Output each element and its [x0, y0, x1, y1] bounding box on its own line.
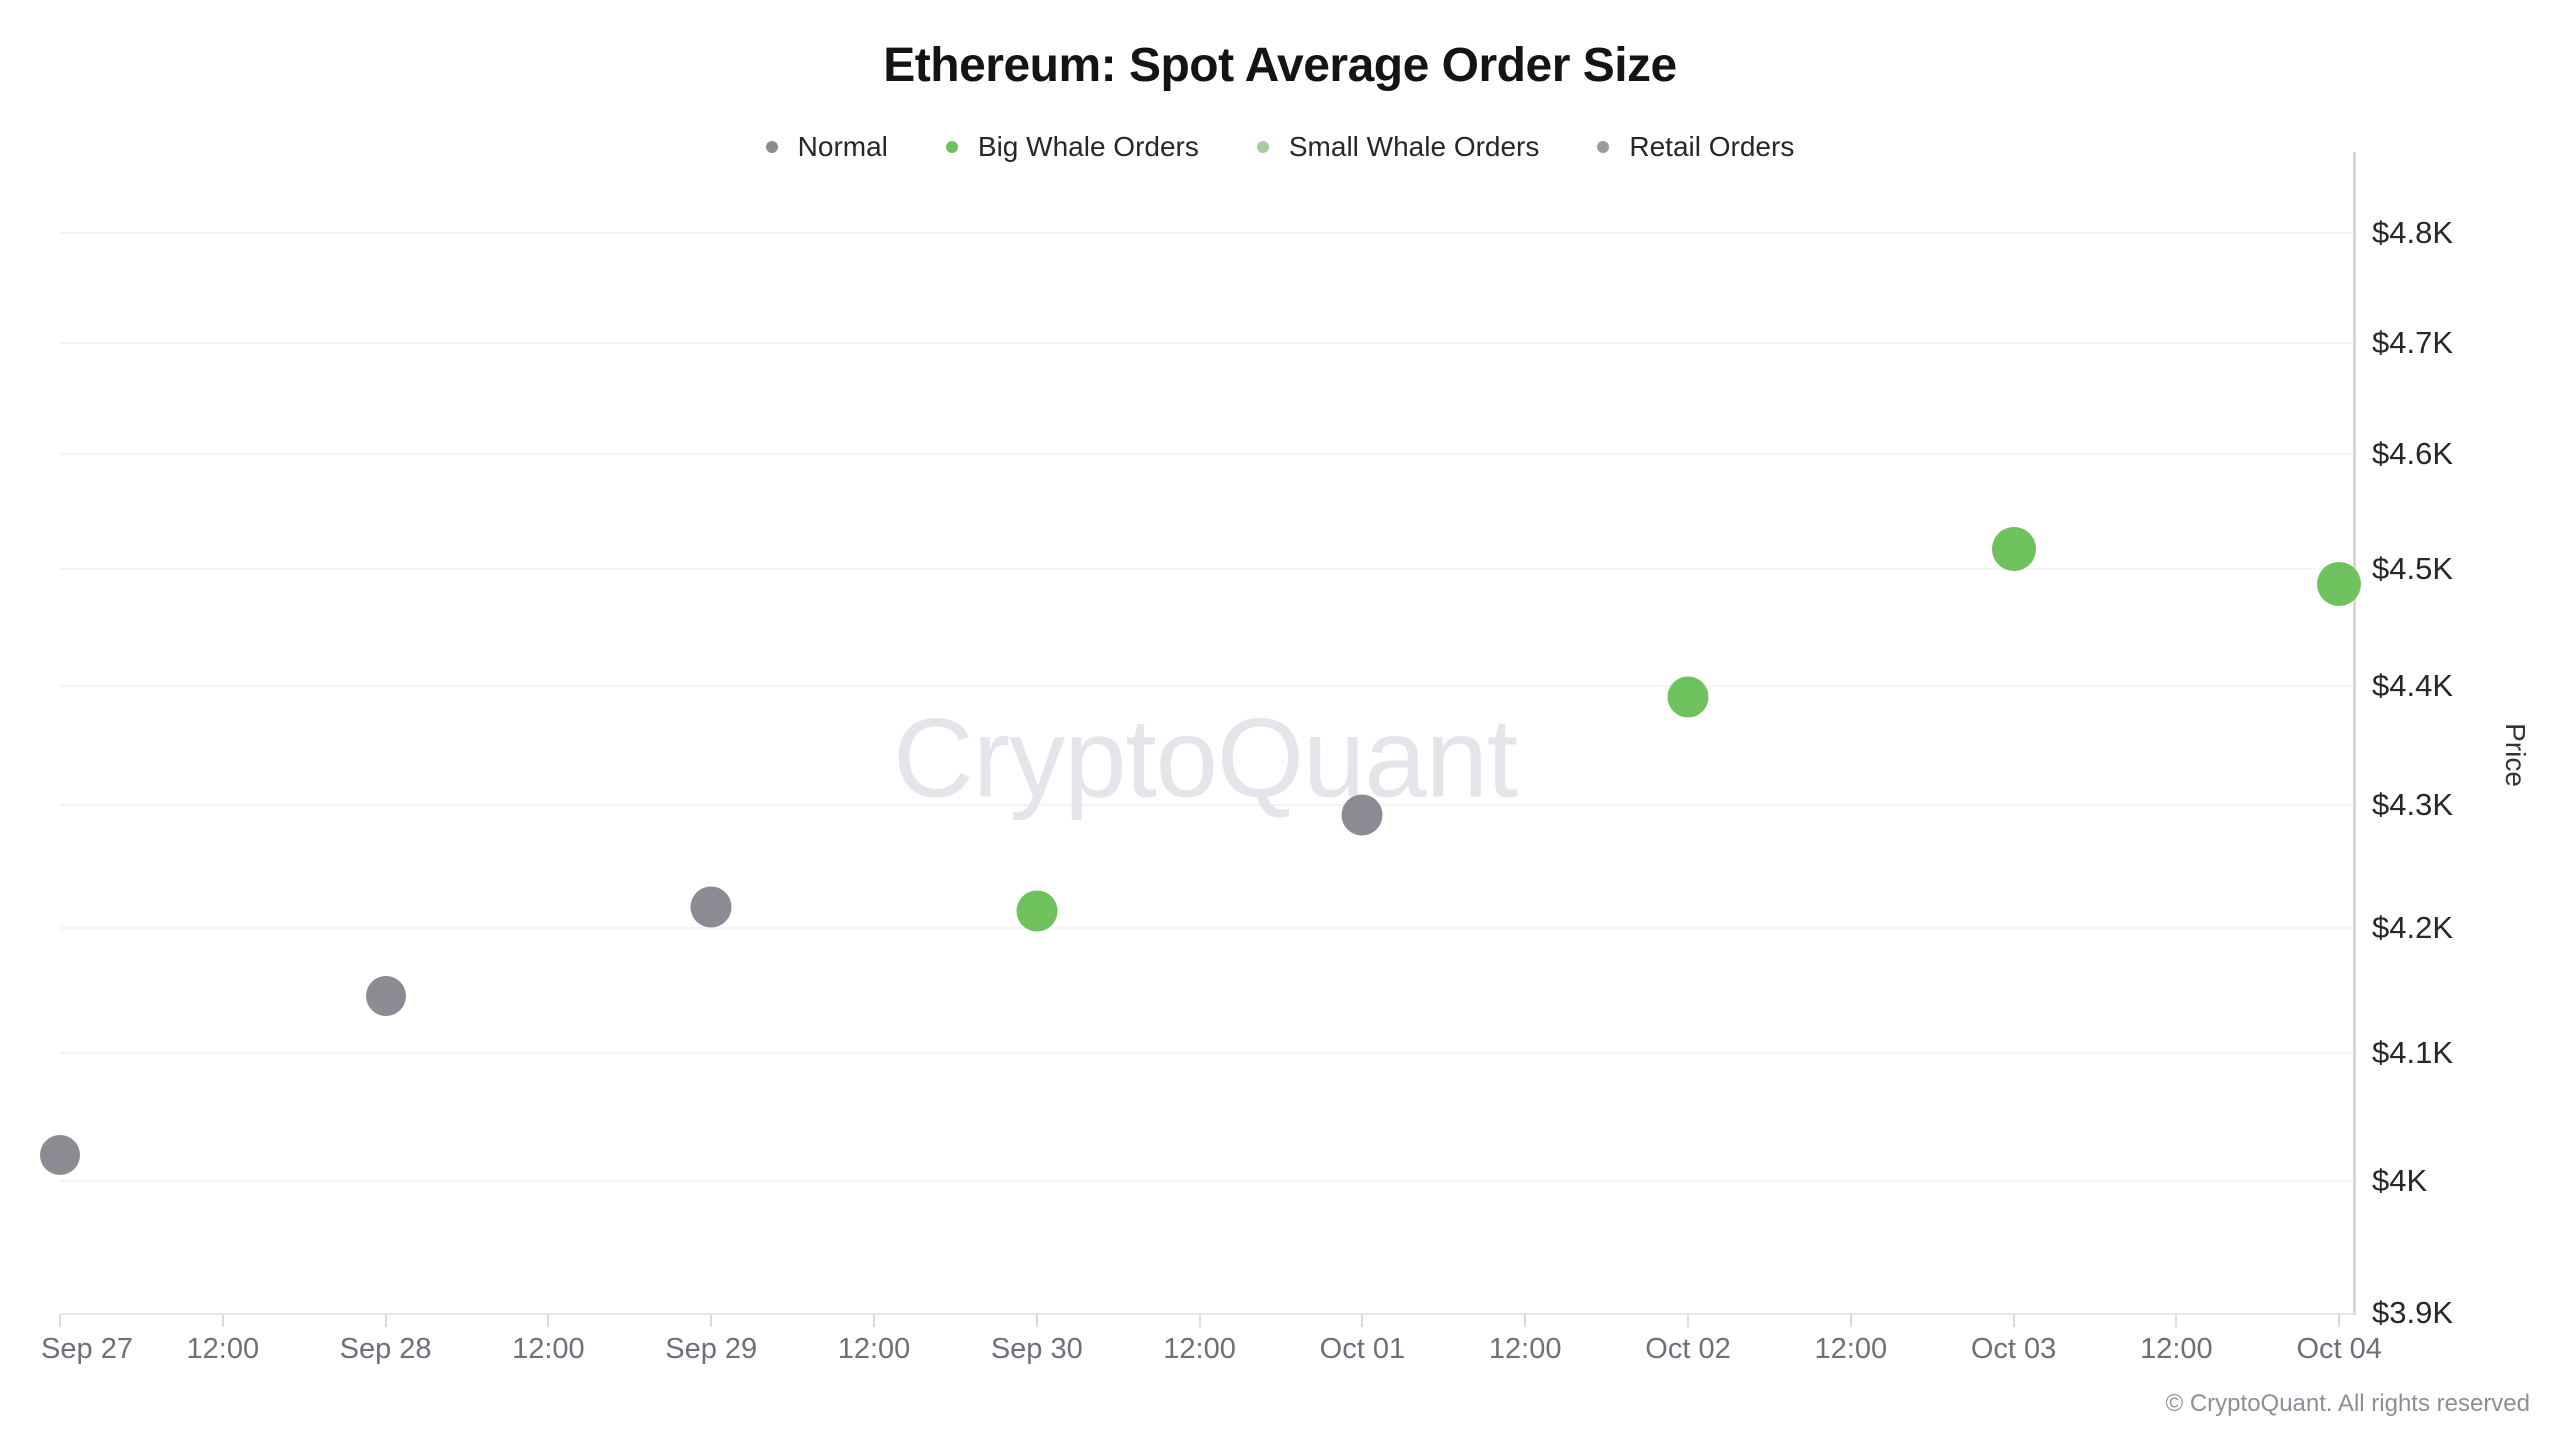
- h-gridline: [60, 926, 2353, 929]
- y-tick-label: $4.3K: [2372, 787, 2454, 823]
- x-tick: [1849, 1315, 1852, 1327]
- y-tick-label: $3.9K: [2372, 1295, 2454, 1330]
- legend-item-retail-orders[interactable]: Retail Orders: [1597, 131, 1794, 163]
- legend-item-label: Retail Orders: [1629, 131, 1795, 162]
- chart-title: Ethereum: Spot Average Order Size: [883, 39, 1677, 92]
- x-tick-label: 12:00: [837, 1333, 911, 1365]
- legend-marker-icon: [1597, 141, 1610, 153]
- x-tick-label: 12:00: [1814, 1333, 1888, 1365]
- data-point-normal-oct-01[interactable]: [1341, 794, 1383, 836]
- x-tick-label: Sep 29: [665, 1333, 758, 1365]
- x-tick: [2175, 1315, 2178, 1327]
- legend-marker-icon: [765, 141, 778, 153]
- legend-marker-icon: [945, 141, 958, 153]
- legend-marker-icon: [1256, 141, 1269, 153]
- x-tick-label: Oct 01: [1319, 1333, 1406, 1365]
- legend-item-big-whale-orders[interactable]: Big Whale Orders: [945, 131, 1199, 163]
- data-point-big-whale-orders-sep-30[interactable]: [1016, 890, 1058, 932]
- x-tick-label: 12:00: [1163, 1333, 1236, 1365]
- x-axis-line: [60, 1313, 2356, 1315]
- y-tick-label: $4.2K: [2372, 909, 2454, 945]
- data-point-big-whale-orders-oct-04[interactable]: [2317, 561, 2362, 606]
- legend-item-normal[interactable]: Normal: [765, 131, 888, 163]
- h-gridline: [60, 453, 2353, 456]
- y-tick-label: $4.6K: [2372, 436, 2454, 472]
- y-tick-label: $4.1K: [2372, 1034, 2454, 1070]
- x-tick: [547, 1315, 550, 1327]
- x-tick-label: Oct 02: [1645, 1333, 1731, 1365]
- data-point-normal-sep-29[interactable]: [690, 886, 732, 928]
- y-tick-label: $4.8K: [2372, 215, 2454, 250]
- h-gridline: [60, 341, 2353, 344]
- legend-item-label: Big Whale Orders: [977, 131, 1199, 162]
- x-tick-label: 12:00: [186, 1333, 260, 1365]
- h-gridline: [60, 684, 2353, 687]
- y-axis-title: Price: [2500, 723, 2531, 787]
- h-gridline: [60, 567, 2353, 570]
- h-gridline: [60, 232, 2353, 234]
- legend-item-small-whale-orders[interactable]: Small Whale Orders: [1256, 131, 1540, 163]
- cryptoquant-watermark: CryptoQuant: [893, 695, 1518, 821]
- x-tick-label: Sep 27: [41, 1333, 133, 1365]
- x-tick: [1035, 1315, 1038, 1327]
- y-tick-label: $4.7K: [2372, 324, 2454, 360]
- x-tick-label: 12:00: [1488, 1333, 1562, 1365]
- y-tick-label: $4.5K: [2372, 550, 2454, 586]
- x-tick-label: 12:00: [2140, 1333, 2213, 1365]
- data-point-normal-sep-27[interactable]: [40, 1135, 80, 1176]
- data-point-normal-sep-28[interactable]: [365, 976, 406, 1017]
- x-tick-label: Oct 04: [2296, 1333, 2382, 1365]
- x-tick: [2338, 1315, 2341, 1327]
- legend-item-label: Small Whale Orders: [1288, 131, 1540, 162]
- x-tick: [59, 1315, 61, 1327]
- x-tick: [1361, 1315, 1364, 1327]
- data-point-big-whale-orders-oct-02[interactable]: [1667, 676, 1709, 718]
- h-gridline: [60, 804, 2353, 807]
- x-tick-label: Sep 30: [990, 1333, 1083, 1365]
- y-tick-label: $4K: [2372, 1163, 2428, 1199]
- x-tick: [1524, 1315, 1527, 1327]
- legend-item-label: Normal: [797, 131, 888, 162]
- y-axis-line: [2353, 152, 2356, 1315]
- x-tick: [384, 1315, 387, 1327]
- data-point-big-whale-orders-oct-03[interactable]: [1991, 527, 2036, 572]
- y-tick-label: $4.4K: [2372, 667, 2454, 703]
- x-tick: [1687, 1315, 1689, 1327]
- h-gridline: [60, 1051, 2353, 1054]
- x-tick: [2012, 1315, 2015, 1327]
- legend: Normal Big Whale Orders Small Whale Orders…: [0, 124, 2560, 170]
- x-tick-label: 12:00: [512, 1333, 585, 1365]
- copyright-text: © CryptoQuant. All rights reserved: [2165, 1390, 2531, 1417]
- x-tick: [221, 1315, 224, 1327]
- x-tick-label: Oct 03: [1970, 1333, 2057, 1365]
- x-tick-label: Sep 28: [339, 1333, 432, 1365]
- x-tick: [1198, 1315, 1201, 1327]
- x-tick: [873, 1315, 875, 1327]
- x-tick: [710, 1315, 713, 1327]
- h-gridline: [60, 1180, 2353, 1183]
